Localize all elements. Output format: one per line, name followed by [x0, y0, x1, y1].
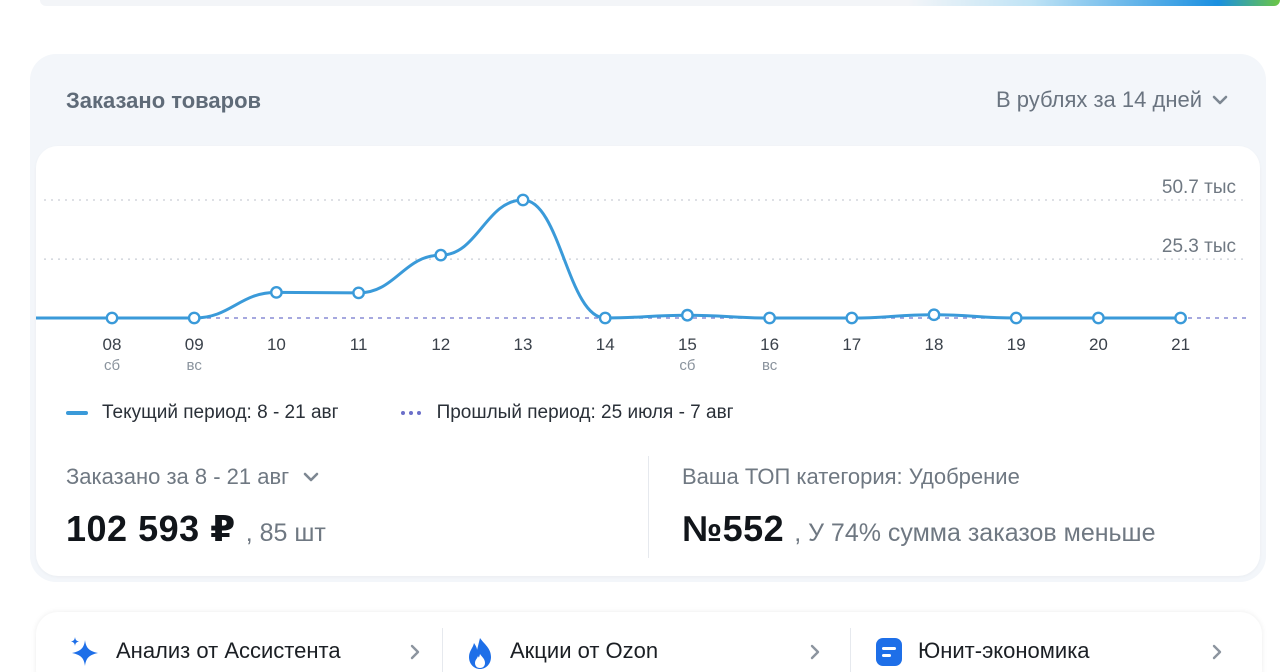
x-tick-label: 14 — [596, 335, 615, 354]
card-title: Заказано товаров — [66, 88, 262, 113]
x-tick-label: 17 — [842, 335, 861, 354]
x-tick-label: 11 — [350, 335, 368, 354]
top-strip — [40, 0, 1280, 6]
document-icon — [876, 638, 902, 666]
chevron-right-icon — [810, 644, 820, 660]
fire-icon — [469, 638, 491, 669]
assistant-analysis-label: Анализ от Ассистента — [116, 638, 341, 663]
legend-previous[interactable]: Прошлый период: 25 июля - 7 авг — [400, 402, 734, 424]
gridline-label: 50.7 тыс — [1162, 177, 1236, 198]
x-tick-label: 08 — [103, 335, 122, 354]
legend-previous-label: Прошлый период: 25 июля - 7 авг — [436, 402, 734, 423]
x-tick-label: 13 — [514, 335, 533, 354]
ordered-goods-card: Заказано товаров В рублях за 14 дней 50.… — [30, 54, 1266, 582]
data-point-09 — [187, 311, 201, 325]
sparkle-icon — [71, 637, 98, 666]
ordered-period-label: Заказано за 8 - 21 авг — [66, 464, 290, 489]
period-dropdown-label: В рублях за 14 дней — [995, 87, 1202, 112]
ordered-summary: Заказано за 8 - 21 авг 102 593 ₽ , 85 шт — [66, 464, 326, 550]
x-tick-label: 19 — [1007, 335, 1026, 354]
x-tick-weekday: сб — [104, 357, 120, 374]
data-point-20 — [1092, 311, 1105, 325]
top-category-label: Ваша ТОП категория: Удобрение — [682, 464, 1020, 489]
ordered-amount: 102 593 ₽ — [66, 508, 236, 549]
x-tick-label: 20 — [1089, 335, 1108, 354]
chevron-right-icon — [410, 644, 420, 660]
category-rank-note: , У 74% сумма заказов меньше — [794, 519, 1156, 547]
data-point-08 — [105, 311, 119, 325]
legend-previous-swatch — [400, 411, 423, 415]
x-tick-label: 15 — [678, 335, 697, 354]
tile-separator — [850, 628, 851, 672]
chevron-right-icon — [1212, 644, 1222, 660]
data-point-18 — [927, 308, 941, 322]
chart-panel: 50.7 тыс 25.3 тыс 08 сб 09 вс 10 11 12 13 14 15 сб 16… — [36, 146, 1260, 576]
x-tick-label: 09 — [185, 335, 204, 354]
data-point-21 — [1174, 311, 1188, 325]
x-tick-weekday: вс — [187, 357, 203, 374]
chevron-down-icon — [303, 472, 319, 482]
x-tick-label: 12 — [431, 335, 450, 354]
orders-line-chart: 50.7 тыс 25.3 тыс 08 сб 09 вс 10 11 12 13 14 15 сб 16… — [36, 177, 1248, 374]
x-tick-label: 18 — [925, 335, 944, 354]
data-point-14 — [598, 311, 612, 325]
data-point-11 — [352, 286, 365, 300]
category-rank: №552 — [682, 508, 785, 549]
unit-economics-tile[interactable]: Юнит-экономика — [874, 612, 1246, 672]
x-tick-label: 16 — [760, 335, 779, 354]
ozon-promotions-label: Акции от Ozon — [510, 638, 659, 663]
x-tick-label: 21 — [1171, 335, 1190, 354]
data-point-17 — [845, 311, 859, 325]
ordered-units: , 85 шт — [245, 519, 326, 547]
tile-separator — [442, 628, 443, 672]
data-point-10 — [269, 285, 283, 299]
quick-actions-bar: Анализ от Ассистента Акции от Ozon Юнит-… — [36, 612, 1262, 672]
x-tick-weekday: сб — [679, 357, 695, 374]
top-category-summary: Ваша ТОП категория: Удобрение №552 , У 7… — [682, 464, 1156, 550]
legend-current-swatch — [66, 411, 88, 415]
chart-legend: Текущий период: 8 - 21 авг Прошлый перио… — [66, 402, 734, 424]
x-tick-weekday: вс — [762, 357, 778, 374]
summary-divider — [648, 456, 649, 558]
assistant-analysis-tile[interactable]: Анализ от Ассистента — [68, 612, 444, 672]
data-point-19 — [1009, 311, 1023, 325]
data-point-13 — [516, 193, 530, 207]
legend-current-label: Текущий период: 8 - 21 авг — [102, 402, 339, 423]
ordered-period-dropdown[interactable]: Заказано за 8 - 21 авг — [66, 464, 326, 490]
x-tick-label: 10 — [267, 335, 286, 354]
data-point-12 — [434, 248, 448, 262]
unit-economics-label: Юнит-экономика — [918, 638, 1090, 663]
series-current-line — [36, 198, 1183, 320]
data-point-15 — [681, 308, 694, 322]
legend-current[interactable]: Текущий период: 8 - 21 авг — [66, 402, 339, 424]
gridline-label: 25.3 тыс — [1162, 236, 1236, 257]
ozon-promotions-tile[interactable]: Акции от Ozon — [464, 612, 844, 672]
chevron-down-icon — [1212, 95, 1228, 105]
period-dropdown[interactable]: В рублях за 14 дней — [996, 87, 1230, 113]
data-point-16 — [763, 311, 776, 325]
